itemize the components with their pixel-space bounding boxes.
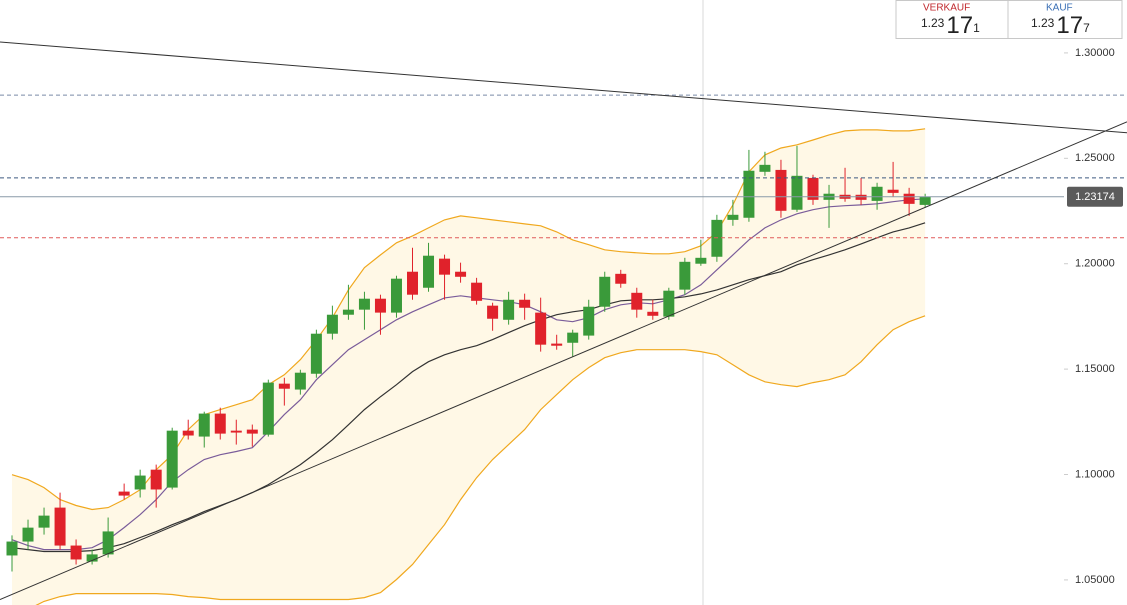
- candle-body: [374, 298, 386, 313]
- candle-body: [583, 306, 595, 336]
- indicator-line: [35, 315, 926, 605]
- sell-pips: 17: [946, 12, 973, 39]
- last-price-tag: [1067, 186, 1123, 207]
- candle-body: [38, 515, 50, 528]
- y-tick-label: 1.30000: [1075, 47, 1115, 59]
- candle-body: [134, 475, 146, 490]
- last-price-label: 1.23174: [1075, 191, 1115, 203]
- buy-pips: 17: [1056, 12, 1083, 39]
- candle-body: [567, 332, 579, 343]
- overlay-area: 1.05000 1.10000 1.15000 1.20000 1.25000 1.300…: [0, 41, 1127, 600]
- candle-body: [679, 261, 691, 290]
- candle-body: [198, 413, 210, 437]
- candle-body: [278, 383, 290, 389]
- candle-body: [759, 164, 771, 172]
- plot-area: [6, 0, 931, 605]
- candle-body: [342, 309, 354, 315]
- indicator-line: [11, 198, 926, 551]
- y-tick-label: 1.05000: [1075, 574, 1115, 586]
- candle-body: [390, 278, 402, 313]
- sell-fraction: 1: [973, 21, 980, 35]
- candle-body: [471, 282, 483, 301]
- candle-body: [182, 430, 194, 436]
- candle-body: [695, 257, 707, 264]
- candle-body: [791, 175, 803, 210]
- candle-body: [871, 186, 883, 201]
- sell-price: 1.23171: [921, 12, 980, 39]
- candle-body: [407, 271, 418, 295]
- candle-body: [310, 333, 322, 374]
- buy-fraction: 7: [1083, 21, 1090, 35]
- trendline: [0, 41, 1127, 134]
- y-tick-label: 1.25000: [1075, 152, 1115, 164]
- y-tick-label: 1.10000: [1075, 468, 1115, 480]
- candle-body: [118, 491, 130, 496]
- candle-body: [647, 311, 659, 316]
- candle-body: [887, 189, 899, 193]
- candle-body: [503, 299, 515, 320]
- candle-body: [439, 258, 451, 275]
- candle-body: [294, 372, 306, 390]
- indicator-line: [11, 222, 926, 553]
- candle-body: [631, 292, 643, 310]
- candle-body: [54, 507, 66, 546]
- candle-body: [615, 273, 627, 284]
- quote-frame: [895, 0, 1123, 39]
- candle-body: [326, 314, 338, 334]
- candle-body: [230, 430, 242, 433]
- candle-body: [519, 299, 531, 308]
- candle-body: [70, 545, 82, 560]
- candle-body: [535, 312, 547, 345]
- quote-box[interactable]: VERKAUF 1.23171 KAUF 1.23177: [895, 0, 1123, 40]
- sell-prefix: 1.23: [921, 16, 945, 30]
- candle-body: [86, 554, 98, 562]
- y-tick-label: 1.15000: [1075, 363, 1115, 375]
- candle-body: [150, 469, 162, 490]
- y-tick-label: 1.20000: [1075, 258, 1115, 270]
- buy-price: 1.23177: [1031, 12, 1090, 39]
- candle-body: [727, 214, 739, 220]
- candle-body: [358, 298, 370, 310]
- indicator-line: [11, 128, 926, 511]
- candle-body: [102, 531, 114, 555]
- buy-prefix: 1.23: [1031, 16, 1055, 30]
- candle-body: [6, 541, 18, 556]
- candle-body: [711, 219, 723, 257]
- candle-body: [855, 194, 867, 200]
- candle-body: [599, 276, 611, 307]
- candle-body: [455, 271, 467, 277]
- candle-body: [214, 413, 226, 434]
- trendline: [0, 121, 1127, 600]
- candle-body: [663, 290, 675, 317]
- candle-body: [919, 196, 931, 205]
- candle-body: [246, 429, 258, 434]
- candle-body: [423, 255, 435, 288]
- candle-body: [262, 382, 274, 435]
- candle-body: [166, 430, 178, 488]
- candle-body: [22, 527, 34, 542]
- candle-body: [487, 305, 499, 319]
- candle-body: [551, 343, 563, 346]
- buy-label: KAUF: [1046, 3, 1073, 14]
- candle-body: [775, 169, 787, 211]
- candle-body: [903, 193, 915, 204]
- candle-body: [743, 170, 755, 218]
- candle-body: [807, 177, 819, 200]
- sell-label: VERKAUF: [923, 3, 970, 14]
